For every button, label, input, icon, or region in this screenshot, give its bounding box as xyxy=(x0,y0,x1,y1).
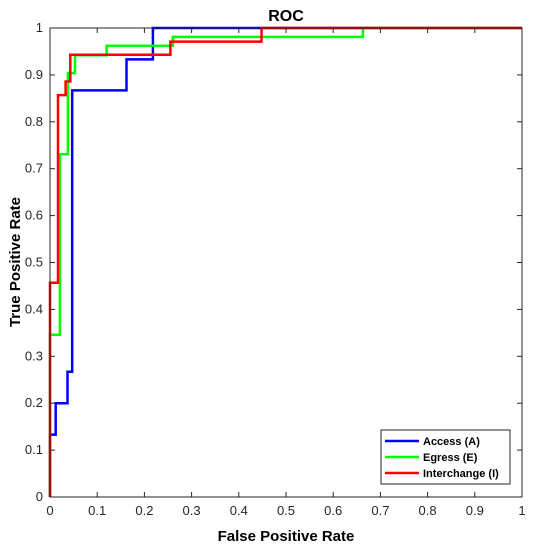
y-tick-label: 0.8 xyxy=(25,114,43,129)
legend-label: Access (A) xyxy=(423,436,480,448)
y-tick-label: 0.5 xyxy=(25,255,43,270)
y-tick-label: 0.2 xyxy=(25,395,43,410)
y-tick-label: 0.3 xyxy=(25,348,43,363)
x-tick-labels: 0 0.1 0.2 0.3 0.4 0.5 0.6 0.7 0.8 0.9 1 xyxy=(46,503,525,518)
x-tick-label: 0.4 xyxy=(230,503,248,518)
x-tick-label: 0.9 xyxy=(466,503,484,518)
legend-label: Interchange (I) xyxy=(423,468,499,480)
x-tick-label: 0.8 xyxy=(419,503,437,518)
plot-frame xyxy=(49,27,523,498)
x-tick-label: 0.5 xyxy=(277,503,295,518)
legend-items: Access (A) Egress (E) Interchange (I) xyxy=(385,436,499,480)
x-axis-title: False Positive Rate xyxy=(218,528,355,545)
y-axis-title: True Positive Rate xyxy=(7,197,24,327)
y-tick-label: 0.4 xyxy=(25,301,43,316)
plot-area xyxy=(50,28,522,497)
series-lines xyxy=(48,26,522,497)
x-tick-label: 1 xyxy=(518,503,525,518)
series-line-3 xyxy=(48,26,522,497)
x-tick-label: 0.7 xyxy=(371,503,389,518)
y-tick-label: 0 xyxy=(36,489,43,504)
legend-label: Egress (E) xyxy=(423,452,478,464)
y-tick-labels: 0 0.1 0.2 0.3 0.4 0.5 0.6 0.7 0.8 0.9 1 xyxy=(25,20,43,504)
x-tick-label: 0.6 xyxy=(324,503,342,518)
y-tick-label: 0.6 xyxy=(25,208,43,223)
y-tick-label: 0.1 xyxy=(25,442,43,457)
y-tick-label: 0.7 xyxy=(25,161,43,176)
chart-title: ROC xyxy=(268,8,304,25)
x-tick-label: 0.2 xyxy=(135,503,153,518)
x-tick-label: 0.3 xyxy=(183,503,201,518)
y-tick-label: 1 xyxy=(36,20,43,35)
legend: Access (A) Egress (E) Interchange (I) xyxy=(380,429,511,485)
x-tick-label: 0.1 xyxy=(88,503,106,518)
y-tick-label: 0.9 xyxy=(25,67,43,82)
series-line-1 xyxy=(48,26,522,497)
x-tick-label: 0 xyxy=(46,503,53,518)
